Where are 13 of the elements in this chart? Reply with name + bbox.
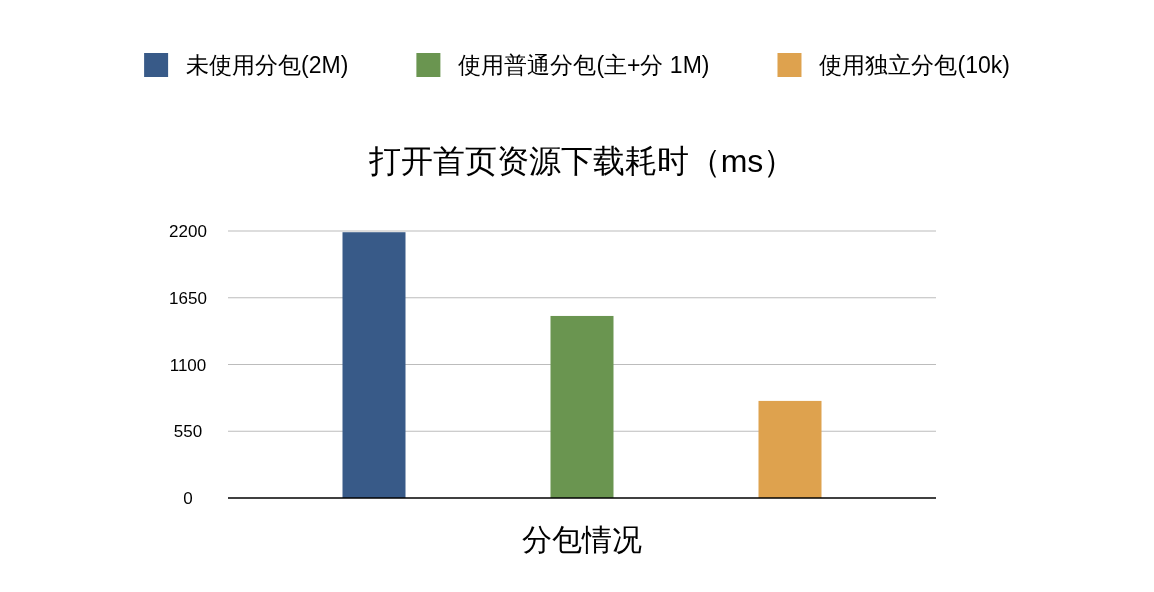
y-tick-label: 1650 bbox=[169, 288, 207, 308]
legend-label: 使用独立分包(10k) bbox=[819, 52, 1010, 78]
bar bbox=[758, 400, 822, 498]
y-tick-label: 550 bbox=[173, 422, 203, 442]
legend-label: 使用普通分包(主+分 1M) bbox=[458, 52, 710, 78]
bar bbox=[342, 232, 406, 498]
x-axis-title: 分包情况 bbox=[522, 523, 642, 556]
chart-title: 打开首页资源下载耗时（ms） bbox=[367, 143, 796, 179]
y-tick-label: 1100 bbox=[169, 355, 207, 375]
bar bbox=[550, 315, 614, 498]
y-tick-label: 2200 bbox=[169, 222, 207, 241]
legend-label: 未使用分包(2M) bbox=[186, 52, 349, 78]
y-tick-label: 0 bbox=[183, 489, 193, 508]
